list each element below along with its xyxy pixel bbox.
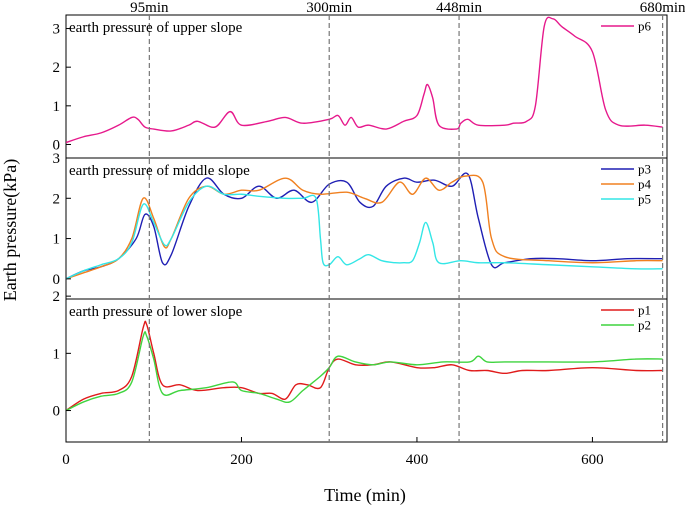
x-axis-title: Time (min) — [324, 485, 406, 506]
panel-title: earth pressure of middle slope — [69, 163, 250, 179]
y-tick-label: 1 — [53, 232, 61, 248]
legend-label-p4: p4 — [638, 177, 652, 192]
series-lines — [66, 16, 663, 412]
y-tick-label: 0 — [53, 404, 61, 420]
legend-label-p5: p5 — [638, 192, 651, 207]
legend-label-p2: p2 — [638, 318, 651, 333]
y-tick-label: 2 — [53, 191, 61, 207]
legend-label-p6: p6 — [638, 19, 652, 34]
event-label: 448min — [436, 0, 482, 16]
x-tick-label: 200 — [230, 452, 253, 468]
y-tick-label: 2 — [53, 289, 61, 305]
y-axis-title: Earth pressure(kPa) — [0, 159, 21, 301]
event-label: 300min — [306, 0, 352, 16]
event-label: 680min — [640, 0, 685, 16]
panel-frame — [65, 14, 668, 159]
legend-label-p3: p3 — [638, 162, 651, 177]
x-tick-label: 400 — [406, 452, 429, 468]
panel-frames — [65, 14, 668, 443]
series-line-p1 — [66, 320, 663, 412]
legend-label-p1: p1 — [638, 303, 651, 318]
y-tick-label: 2 — [53, 60, 61, 76]
panel-title: earth pressure of upper slope — [69, 20, 243, 36]
panel-frame — [65, 298, 668, 443]
series-line-p6 — [66, 16, 663, 144]
y-tick-label: 3 — [53, 22, 61, 38]
event-label: 95min — [130, 0, 169, 16]
series-line-p4 — [66, 174, 663, 280]
x-tick-label: 0 — [62, 452, 70, 468]
y-tick-label: 0 — [53, 137, 61, 153]
axes-ticks — [65, 28, 593, 442]
y-tick-label: 3 — [53, 151, 61, 167]
event-lines — [148, 15, 664, 442]
x-tick-label: 600 — [581, 452, 604, 468]
series-line-p2 — [66, 331, 663, 412]
y-tick-label: 1 — [53, 99, 61, 115]
chart-labels: 0 1 2 3 p6 earth pressure of upper slope 0 1 2 3 p… — [53, 0, 685, 468]
panel-title: earth pressure of lower slope — [69, 304, 243, 320]
y-tick-label: 0 — [53, 272, 61, 288]
y-tick-label: 1 — [53, 346, 61, 362]
